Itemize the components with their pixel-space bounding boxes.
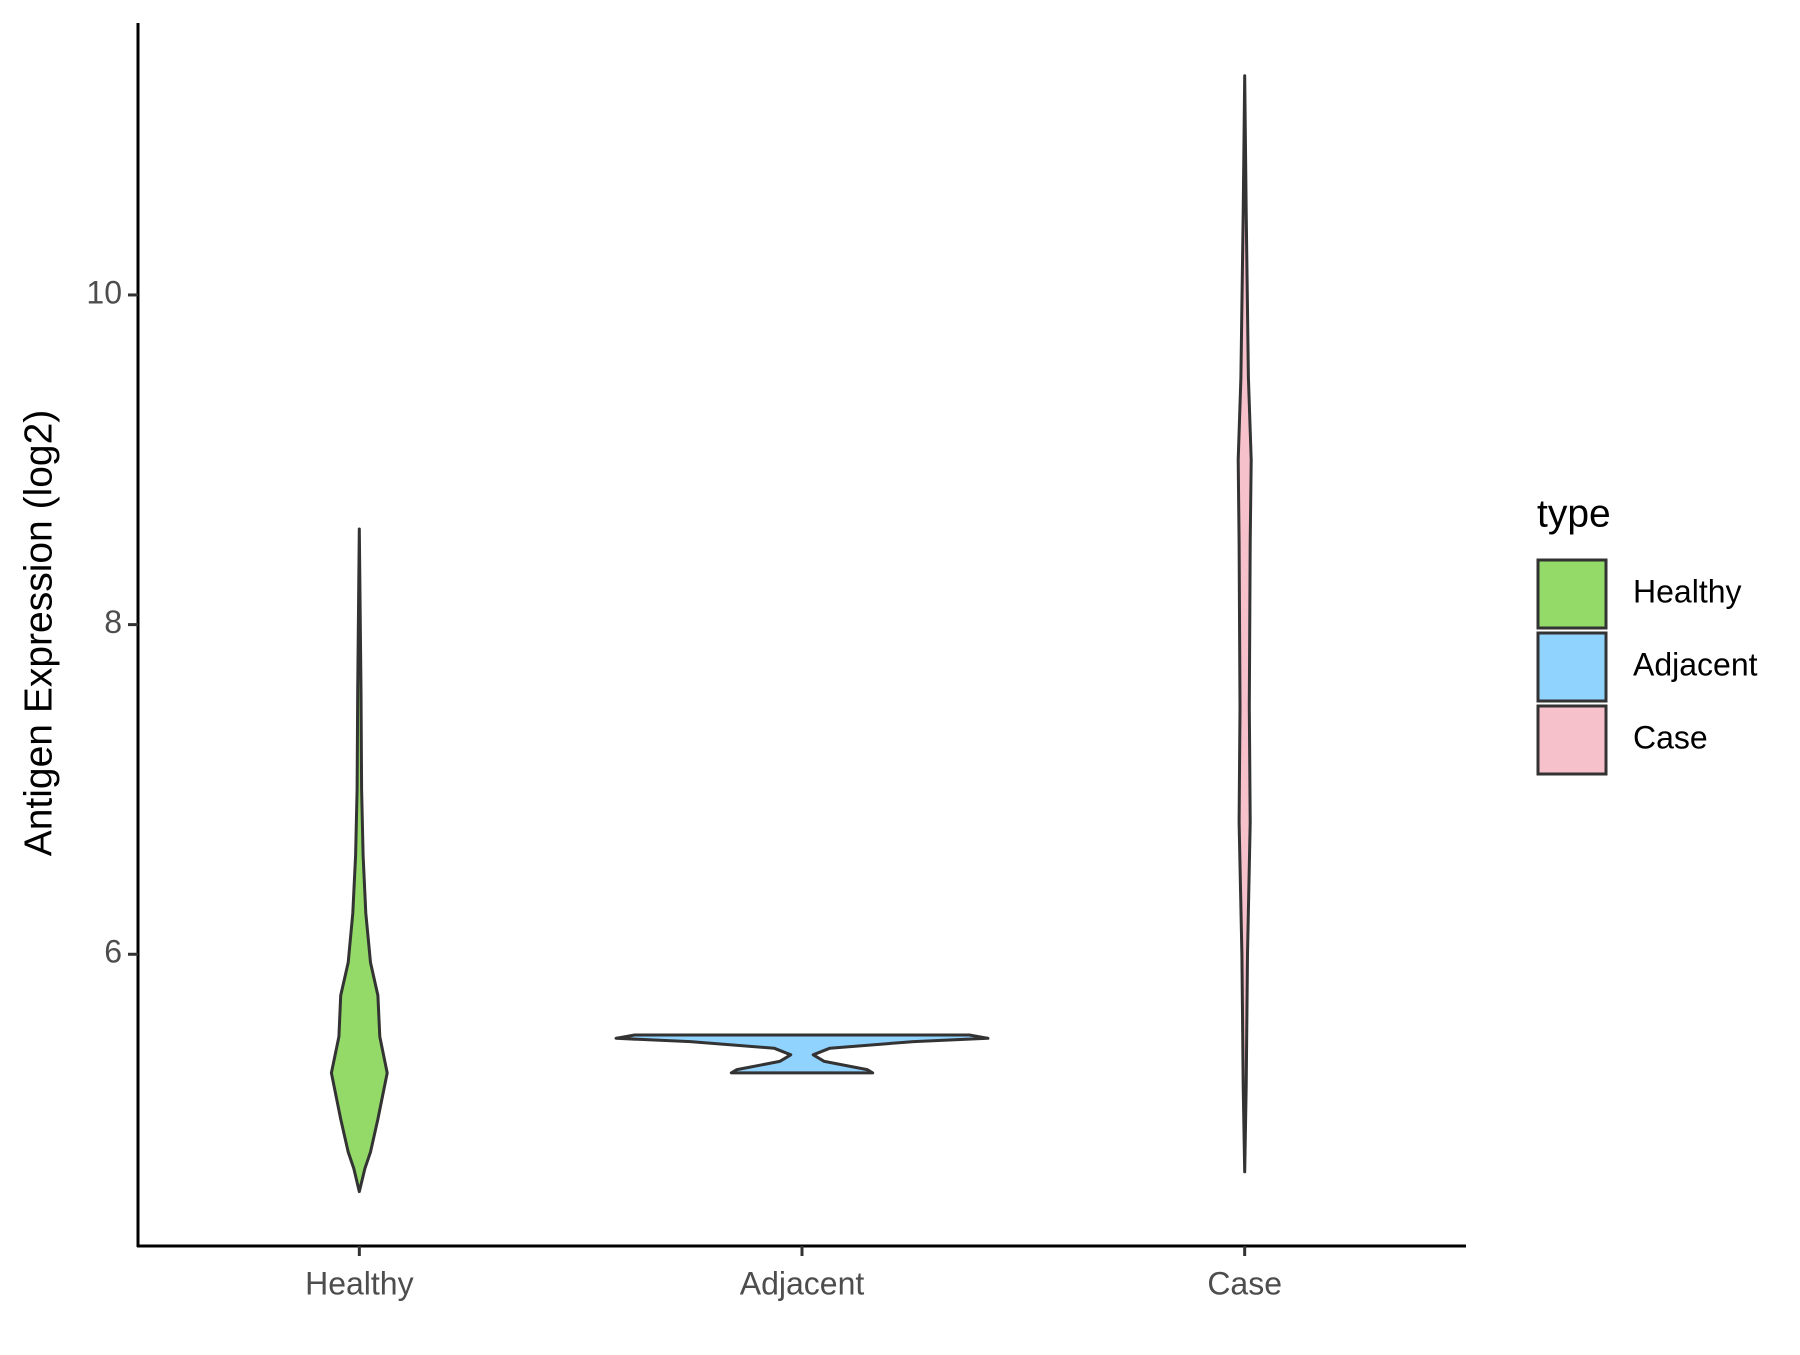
legend-key (1536, 631, 1608, 703)
y-tick-label: 6 (104, 934, 122, 970)
legend-label: Case (1633, 719, 1708, 755)
x-tick-label: Healthy (305, 1265, 414, 1301)
legend-key (1536, 558, 1608, 630)
y-tick-label: 8 (104, 604, 122, 640)
legend-title: type (1537, 492, 1611, 535)
legend-key (1536, 704, 1608, 776)
y-tick-label: 10 (86, 274, 122, 310)
y-axis-title: Antigen Expression (log2) (17, 410, 60, 857)
x-tick-label: Adjacent (740, 1265, 865, 1301)
violin (329, 527, 389, 1194)
legend-label: Adjacent (1633, 646, 1758, 682)
legend-label: Healthy (1633, 573, 1742, 609)
x-tick-label: Case (1207, 1265, 1282, 1301)
violin (614, 1033, 990, 1075)
violin (1236, 74, 1253, 1174)
